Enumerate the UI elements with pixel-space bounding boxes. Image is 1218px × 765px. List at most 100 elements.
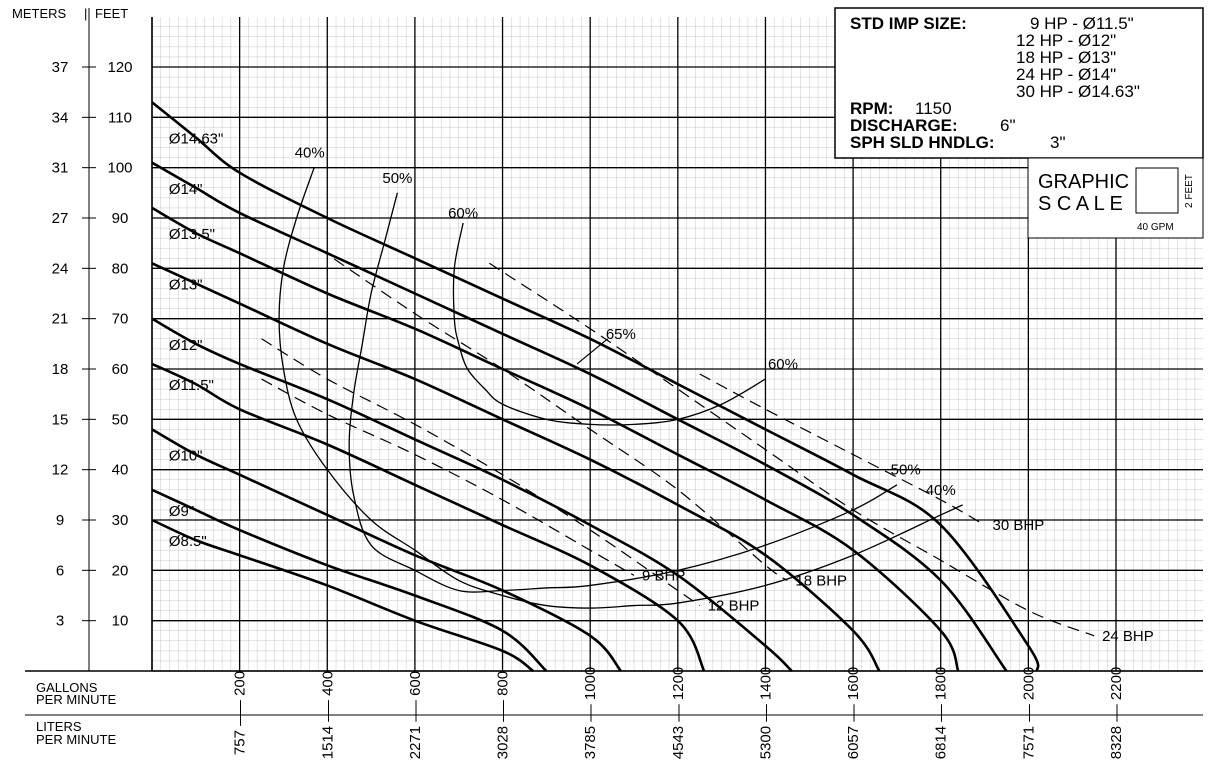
lpm-tick-label: 6814 — bbox=[933, 707, 950, 760]
eff-60-top-label: 60% bbox=[448, 205, 478, 222]
lpm-tick-label: 6057 — bbox=[845, 707, 862, 760]
feet-tick-label: 10 bbox=[112, 613, 129, 630]
discharge-label: DISCHARGE: bbox=[850, 116, 958, 135]
imp-size-2: 12 HP - Ø12" bbox=[1016, 31, 1116, 50]
impeller-curve bbox=[151, 518, 534, 673]
gpm-tick-label: — 400 bbox=[319, 671, 336, 715]
gpm-axis-label-1: GALLONS bbox=[36, 680, 98, 695]
feet-tick-label: 90 bbox=[112, 210, 129, 227]
feet-tick-label: 120 bbox=[107, 59, 132, 76]
info-box: STD IMP SIZE: 9 HP - Ø11.5" 12 HP - Ø12"… bbox=[834, 7, 1204, 159]
lpm-tick-label: 3785 — bbox=[582, 707, 599, 760]
rpm-label: RPM: bbox=[850, 99, 893, 118]
bhp-curve bbox=[261, 378, 635, 576]
impeller-curve bbox=[151, 161, 1008, 672]
feet-tick-label: 20 bbox=[112, 562, 129, 579]
lpm-tick-label: 8328 — bbox=[1108, 707, 1125, 760]
meter-tick-label: 15 bbox=[52, 411, 69, 428]
feet-tick-label: 50 bbox=[112, 411, 129, 428]
graphic-scale-subtitle: S C A L E bbox=[1038, 193, 1123, 215]
impeller-label: Ø8.5" bbox=[169, 533, 207, 550]
solids-label: SPH SLD HNDLG: bbox=[850, 133, 995, 152]
lpm-tick-label: 757 — bbox=[232, 711, 249, 755]
meter-tick-label: 34 bbox=[52, 109, 69, 126]
graphic-scale-vertical: 2 FEET bbox=[1184, 174, 1195, 208]
imp-size-title: STD IMP SIZE: bbox=[850, 14, 967, 33]
impeller-label: Ø14.63" bbox=[169, 130, 224, 147]
eff-50-top-label: 50% bbox=[382, 170, 412, 187]
rpm-value: 1150 bbox=[915, 99, 952, 118]
efficiency-curve bbox=[348, 192, 898, 593]
y-ticks: 10 3 20 6 30 9 40 12 50 15 60 18 70 21 80 24 90 27 100 31 11… bbox=[52, 59, 133, 630]
bhp-curve bbox=[261, 338, 701, 607]
impeller-label: Ø13.5" bbox=[169, 226, 215, 243]
gpm-tick-label: — 2000 bbox=[1020, 667, 1037, 720]
gpm-tick-label: — 1000 bbox=[582, 667, 599, 720]
meter-tick-label: 31 bbox=[52, 160, 69, 177]
meter-tick-label: 18 bbox=[52, 361, 69, 378]
meter-tick-label: 21 bbox=[52, 311, 69, 328]
gpm-tick-label: — 800 bbox=[495, 671, 512, 715]
meter-tick-label: 12 bbox=[52, 462, 69, 479]
imp-size-1: 9 HP - Ø11.5" bbox=[1030, 14, 1134, 33]
curve-labels: Ø14.63" Ø14" Ø13.5" Ø13" Ø12" Ø11.5" Ø10" Ø9" Ø8… bbox=[169, 130, 1154, 644]
meter-tick-label: 37 bbox=[52, 59, 69, 76]
impeller-label: Ø14" bbox=[169, 181, 203, 198]
eff-40-top-label: 40% bbox=[295, 145, 325, 162]
lpm-tick-label: 5300 — bbox=[757, 707, 774, 760]
curves bbox=[151, 101, 1095, 673]
feet-tick-label: 40 bbox=[112, 462, 129, 479]
impeller-label: Ø11.5" bbox=[169, 377, 214, 394]
impeller-curve bbox=[151, 317, 793, 672]
impeller-label: Ø13" bbox=[169, 276, 203, 293]
lpm-axis-label-2: PER MINUTE bbox=[36, 732, 117, 747]
graphic-scale: GRAPHIC S C A L E 2 FEET 40 GPM bbox=[1027, 157, 1204, 239]
bhp-curve bbox=[699, 373, 985, 526]
imp-size-4: 24 HP - Ø14" bbox=[1016, 65, 1116, 84]
impeller-curve bbox=[151, 362, 706, 672]
impeller-label: Ø12" bbox=[169, 337, 203, 354]
gpm-tick-label: — 1400 bbox=[757, 667, 774, 720]
impeller-curve bbox=[151, 206, 960, 672]
bhp-label: 24 BHP bbox=[1102, 628, 1154, 645]
eff-40-right-label: 40% bbox=[926, 482, 956, 499]
bhp-label: 12 BHP bbox=[708, 598, 760, 615]
gpm-tick-label: — 200 bbox=[232, 671, 249, 715]
feet-header: FEET bbox=[95, 6, 128, 21]
meters-header: METERS bbox=[12, 6, 67, 21]
lpm-tick-label: 4543 — bbox=[670, 707, 687, 760]
header-divider: | bbox=[84, 6, 87, 21]
discharge-value: 6" bbox=[1000, 116, 1016, 135]
impeller-curve bbox=[151, 428, 622, 672]
impeller-label: Ø9" bbox=[169, 503, 194, 520]
bhp-curve bbox=[318, 247, 788, 581]
gpm-tick-label: — 1600 bbox=[845, 667, 862, 720]
imp-size-3: 18 HP - Ø13" bbox=[1016, 48, 1116, 67]
solids-value: 3" bbox=[1050, 133, 1066, 152]
impeller-curve bbox=[151, 488, 548, 672]
feet-tick-label: 100 bbox=[107, 160, 132, 177]
gpm-axis-label-2: PER MINUTE bbox=[36, 692, 117, 707]
eff-60-right-label: 60% bbox=[768, 356, 798, 373]
eff-65-leader bbox=[576, 338, 609, 365]
graphic-scale-horizontal: 40 GPM bbox=[1137, 222, 1174, 233]
meter-tick-label: 3 bbox=[56, 613, 64, 630]
lpm-tick-label: 7571 — bbox=[1020, 707, 1037, 760]
feet-tick-label: 70 bbox=[112, 311, 129, 328]
efficiency-curve bbox=[278, 167, 963, 609]
bhp-label: 9 BHP bbox=[642, 567, 685, 584]
meter-tick-label: 6 bbox=[56, 562, 64, 579]
impeller-label: Ø10" bbox=[169, 448, 203, 465]
meter-tick-label: 27 bbox=[52, 210, 69, 227]
meter-tick-label: 24 bbox=[52, 260, 69, 277]
feet-tick-label: 60 bbox=[112, 361, 129, 378]
lpm-tick-label: 2271 — bbox=[407, 707, 424, 760]
bhp-label: 30 BHP bbox=[993, 517, 1045, 534]
feet-tick-label: 30 bbox=[112, 512, 129, 529]
efficiency-curve bbox=[452, 222, 766, 426]
axes bbox=[25, 8, 1203, 716]
meter-tick-label: 9 bbox=[56, 512, 64, 529]
lpm-tick-label: 3028 — bbox=[495, 707, 512, 760]
